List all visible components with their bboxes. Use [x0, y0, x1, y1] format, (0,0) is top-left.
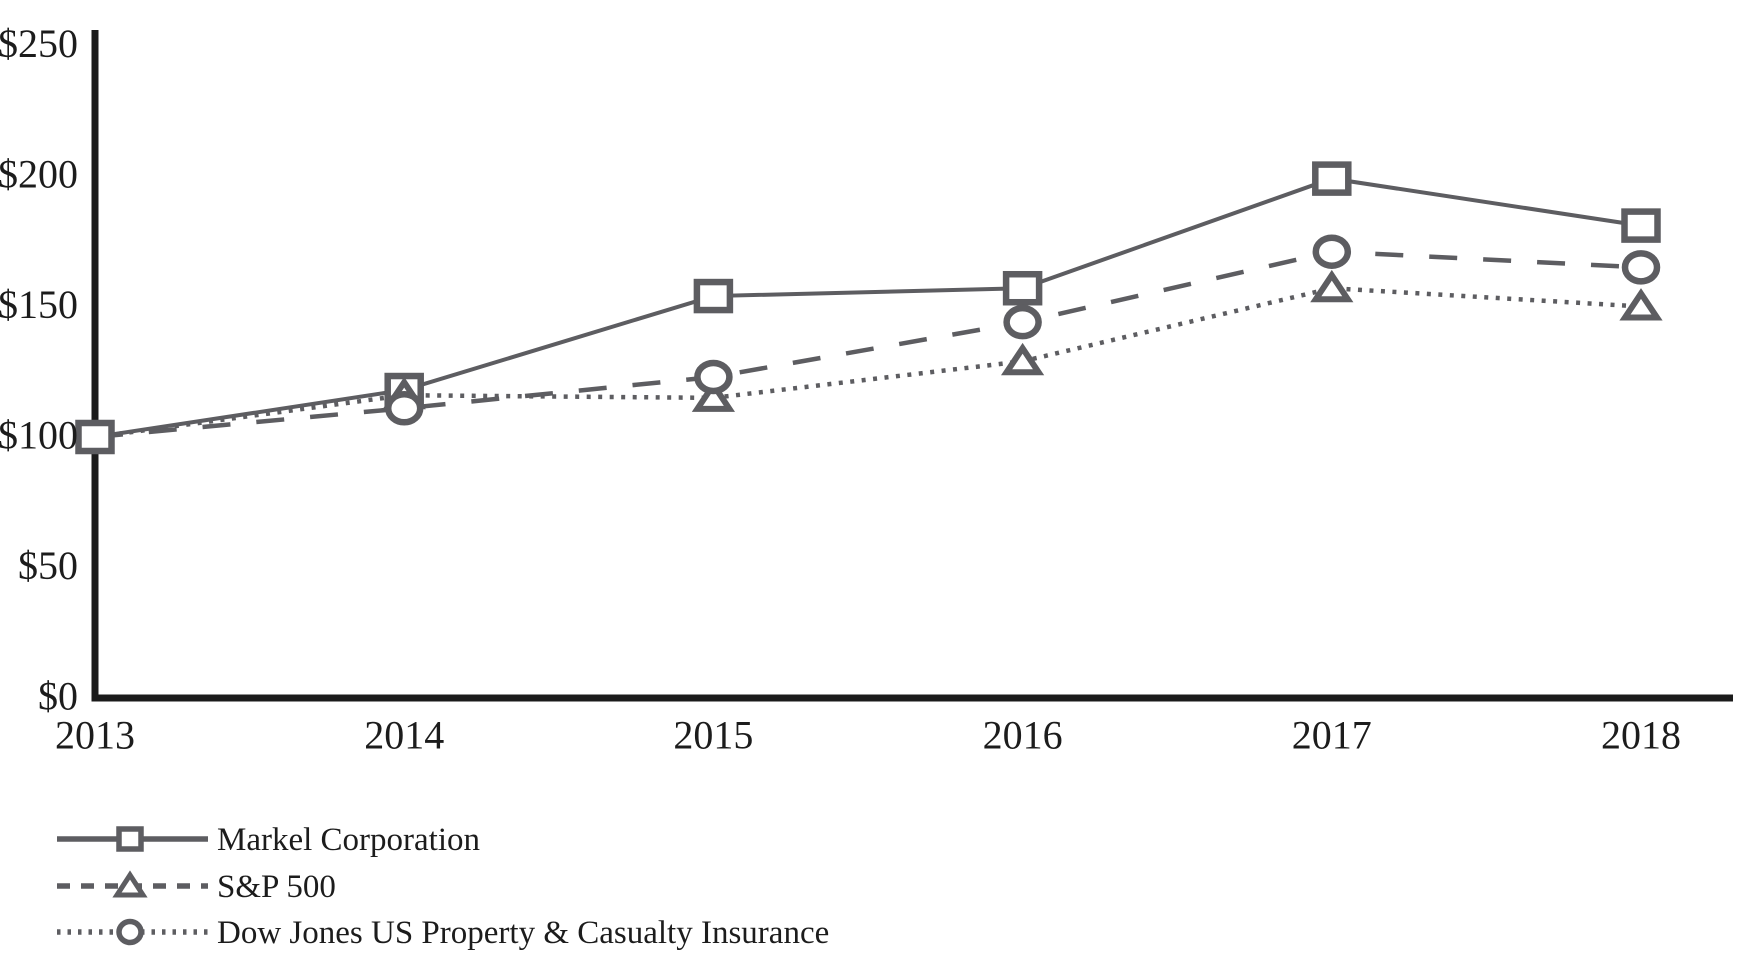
axes-group	[91, 30, 1733, 702]
y-tick-label: $200	[0, 152, 78, 197]
y-axis-tick-labels: $0 $50 $100 $150 $200 $250	[0, 21, 78, 719]
marker-triangle	[691, 379, 736, 412]
y-tick-label: $0	[38, 674, 78, 719]
legend-label: Dow Jones US Property & Casualty Insuran…	[217, 915, 829, 951]
series-lines-group	[94, 176, 1642, 440]
x-tick-label: 2013	[55, 713, 135, 758]
legend-label: Markel Corporation	[217, 822, 480, 858]
legend: Markel Corporation S&P 500 Dow Jones US Pr…	[57, 822, 829, 951]
marker-circle	[1621, 250, 1661, 285]
marker-circle	[1312, 234, 1352, 269]
axis-lines	[91, 30, 1733, 702]
marker-circle	[384, 391, 424, 426]
series-line-triangle	[94, 285, 1642, 440]
x-tick-label: 2018	[1601, 713, 1681, 758]
x-tick-label: 2014	[364, 713, 444, 758]
marker-square	[1312, 161, 1352, 196]
series-line-circle	[94, 249, 1642, 440]
marker-triangle	[1310, 269, 1354, 303]
y-tick-label: $150	[0, 282, 78, 327]
marker-square	[1621, 208, 1661, 243]
marker-triangle	[1000, 342, 1045, 376]
marker-triangle	[1619, 288, 1663, 321]
x-tick-label: 2016	[983, 713, 1063, 758]
legend-row: Markel Corporation	[57, 822, 480, 858]
x-tick-label: 2017	[1292, 713, 1372, 758]
y-tick-label: $100	[0, 413, 78, 458]
marker-circle	[694, 359, 733, 395]
marker-circle	[116, 918, 144, 946]
marker-square	[1002, 270, 1043, 306]
series-line-square	[94, 176, 1642, 439]
marker-square	[693, 278, 734, 314]
legend-row: Dow Jones US Property & Casualty Insuran…	[57, 915, 829, 951]
marker-triangle	[112, 870, 148, 898]
marker-square	[116, 826, 144, 852]
y-tick-label: $50	[18, 543, 78, 588]
legend-row: S&P 500	[57, 869, 336, 905]
marker-square	[75, 419, 115, 455]
series-markers-group	[75, 161, 1663, 455]
x-axis-tick-labels: 2013 2014 2015 2016 2017 2018	[55, 713, 1681, 758]
x-tick-label: 2015	[673, 713, 753, 758]
y-tick-label: $250	[0, 21, 78, 66]
legend-label: S&P 500	[217, 869, 336, 905]
marker-circle	[1003, 304, 1042, 340]
